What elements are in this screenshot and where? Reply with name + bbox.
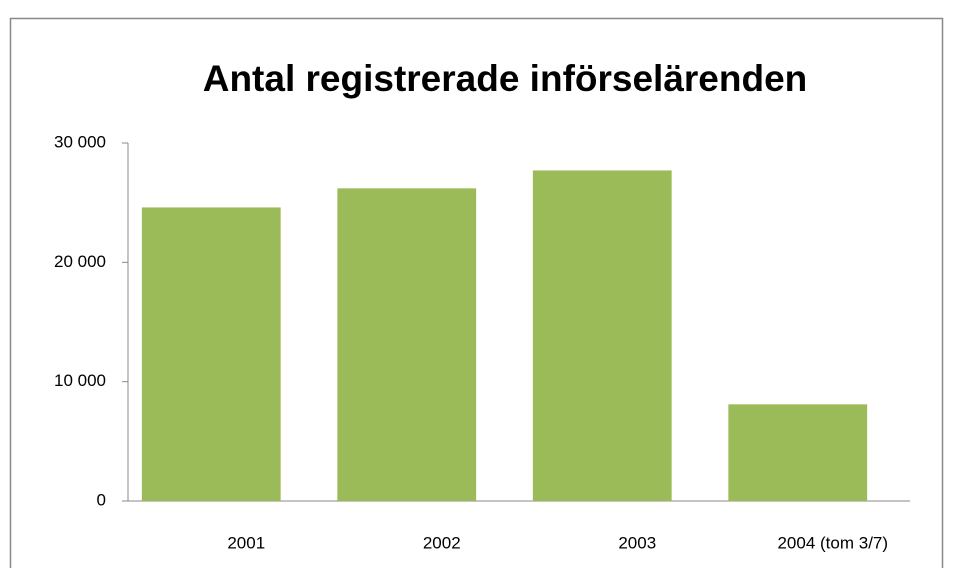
y-tick-label: 30 000 [54,132,106,151]
bar [728,404,868,501]
x-tick-label: 2002 [423,533,461,552]
bar [532,170,672,502]
y-tick-label: 10 000 [54,371,106,390]
x-tick-label: 2003 [618,533,656,552]
chart-title: Antal registrerade införselärenden [203,58,808,99]
y-tick-label: 0 [97,490,106,509]
x-tick-label: 2004 (tom 3/7) [777,533,888,552]
bar [337,188,477,501]
bar [141,207,281,501]
x-tick-label: 2001 [227,533,265,552]
y-tick-label: 20 000 [54,252,106,271]
